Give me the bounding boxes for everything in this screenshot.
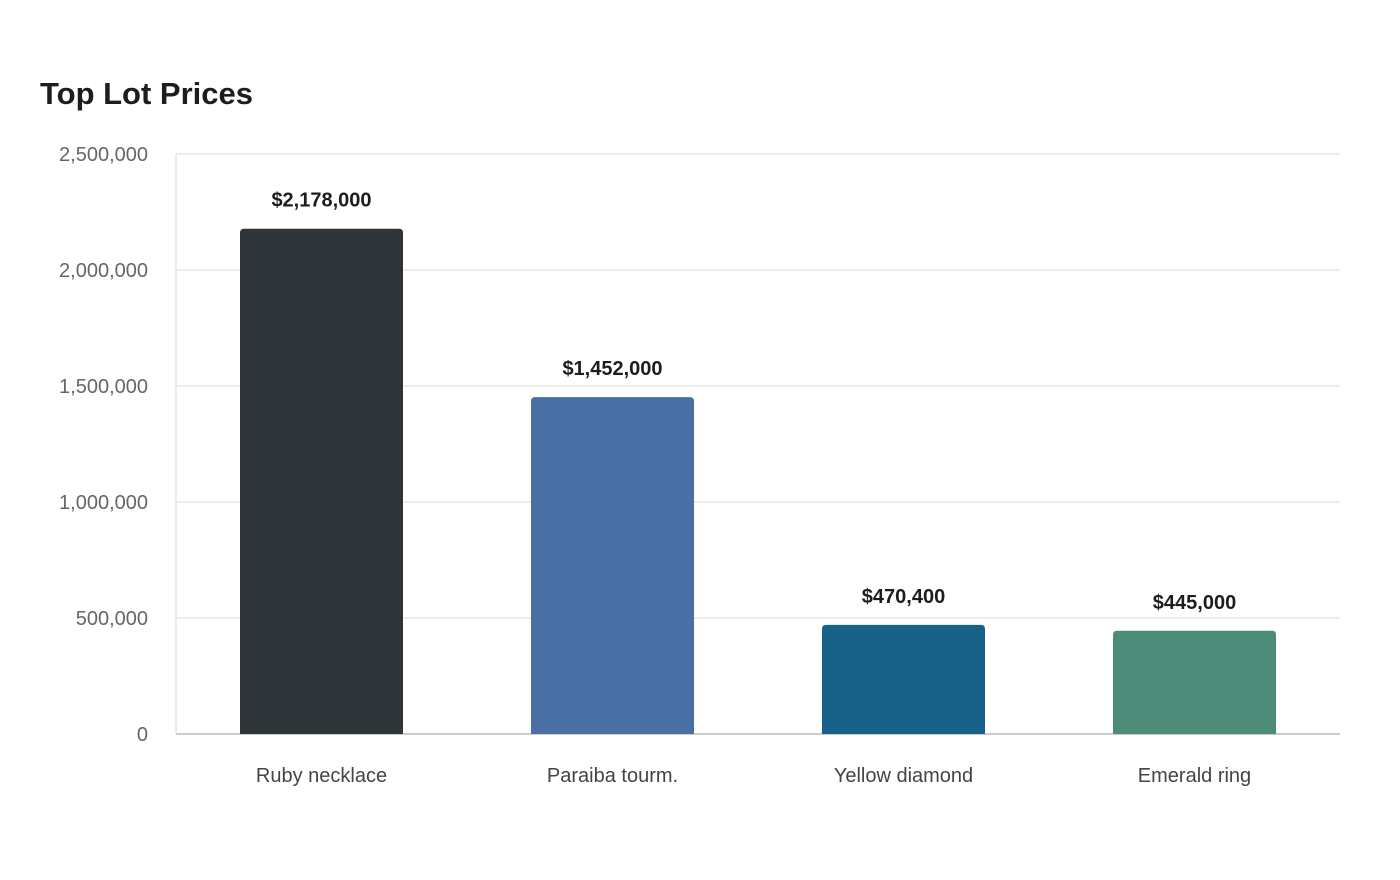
data-label: $445,000: [1153, 592, 1236, 614]
data-label: $470,400: [862, 586, 945, 608]
y-tick-label: 500,000: [76, 608, 148, 630]
bar-paraiba-tourm: [531, 397, 694, 734]
bars: [240, 228, 1276, 735]
y-tick-label: 1,000,000: [59, 492, 148, 514]
bar-yellow-diamond: [822, 624, 985, 734]
bar-emerald-ring: [1113, 630, 1276, 734]
x-axis-categories: Ruby necklace Paraiba tourm. Yellow diamon…: [256, 765, 1251, 787]
x-category-label: Paraiba tourm.: [547, 765, 678, 787]
chart-title: Top Lot Prices: [40, 76, 254, 111]
data-label: $1,452,000: [562, 358, 662, 380]
x-category-label: Ruby necklace: [256, 765, 387, 787]
x-category-label: Emerald ring: [1138, 765, 1251, 787]
y-axis-ticks: 0 500,000 1,000,000 1,500,000 2,000,000 2,500…: [59, 144, 148, 746]
bar-ruby-necklace: [240, 228, 403, 735]
data-labels: $2,178,000 $1,452,000 $470,400 $445,000: [271, 190, 1236, 614]
y-tick-label: 1,500,000: [59, 376, 148, 398]
y-tick-label: 2,000,000: [59, 260, 148, 282]
y-tick-label: 0: [137, 724, 148, 746]
y-tick-label: 2,500,000: [59, 144, 148, 166]
data-label: $2,178,000: [271, 190, 371, 212]
x-category-label: Yellow diamond: [834, 765, 973, 787]
